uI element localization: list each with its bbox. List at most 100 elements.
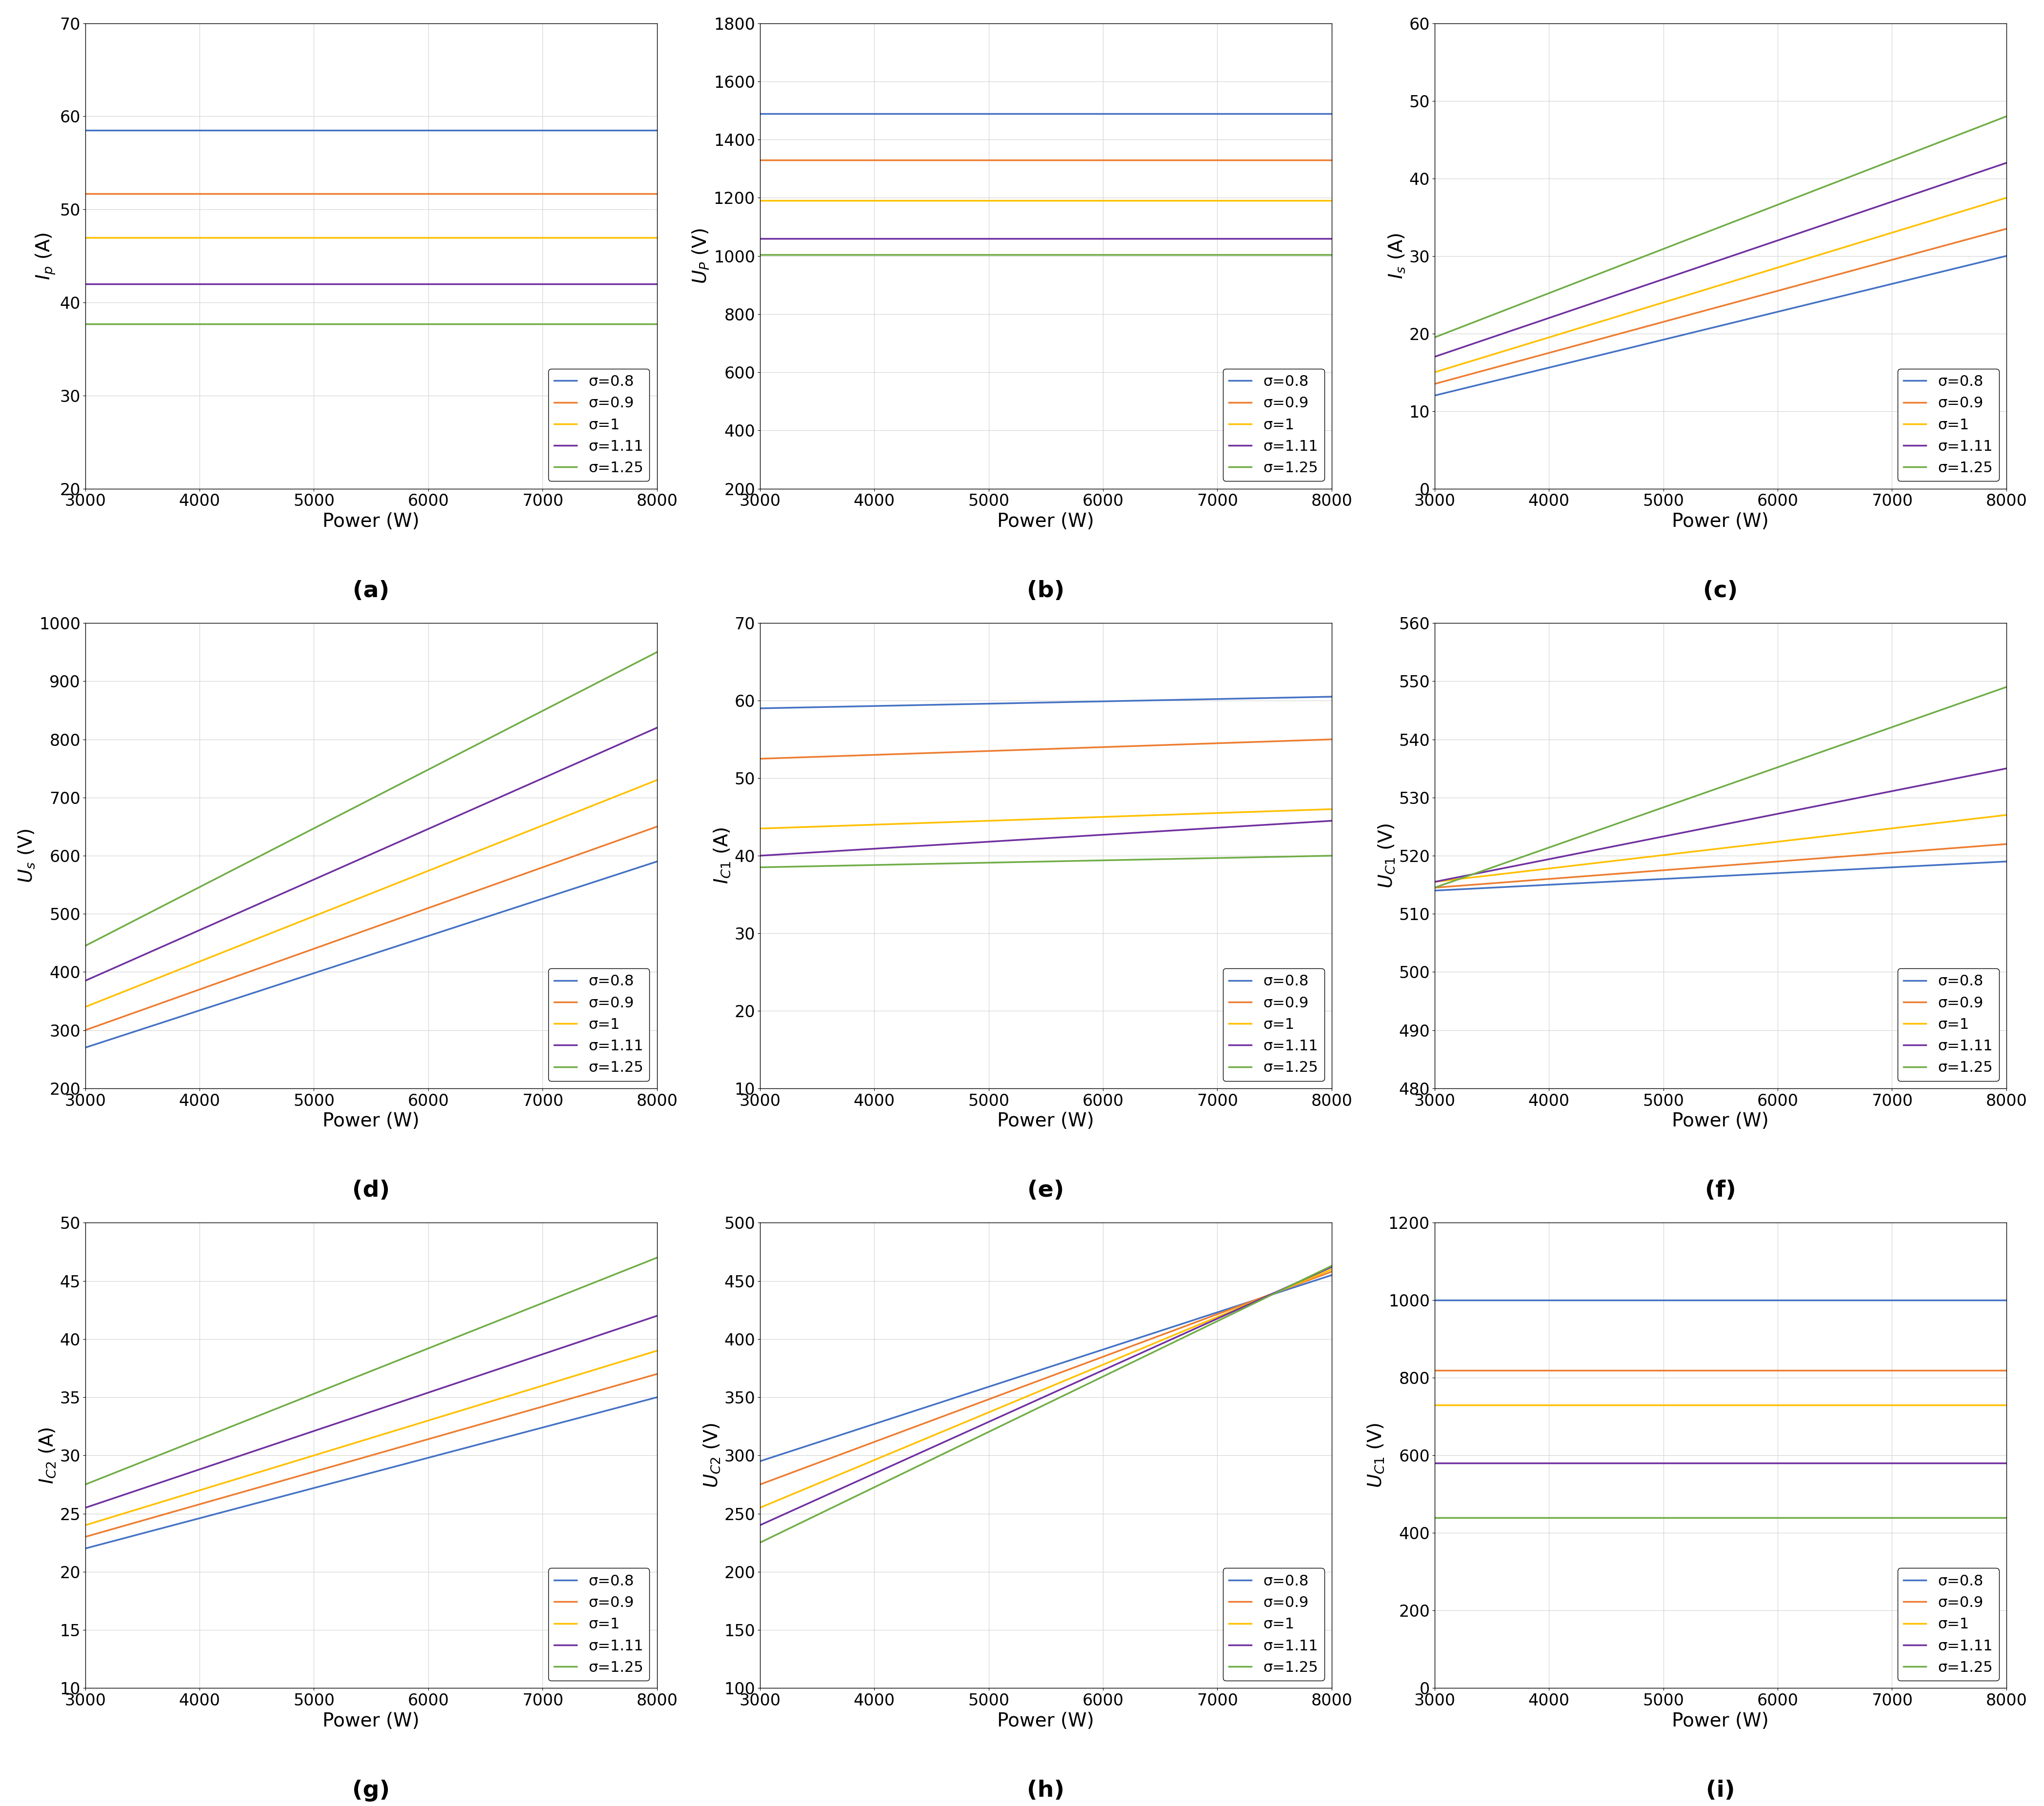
σ=0.8	[1764, 863, 1788, 885]
σ=1	[748, 190, 773, 211]
σ=0.8	[1320, 1264, 1345, 1286]
σ=1.25	[1964, 686, 1989, 708]
σ=1.25	[1948, 692, 1972, 713]
σ=1.11	[1087, 1360, 1112, 1382]
σ=0.8	[856, 1414, 881, 1436]
σ=1.25	[1764, 195, 1788, 217]
σ=0.8	[1290, 686, 1314, 708]
σ=0.9	[1948, 836, 1972, 858]
Line: σ=0.8: σ=0.8	[760, 697, 1333, 708]
σ=0.9	[1948, 231, 1972, 253]
X-axis label: Power (W): Power (W)	[323, 513, 419, 531]
σ=1.11	[1273, 1277, 1298, 1299]
σ=0.9	[856, 150, 881, 172]
σ=0.8	[1995, 246, 2019, 267]
σ=1.25	[1423, 1506, 1447, 1528]
σ=1.25	[182, 312, 206, 334]
σ=0.8	[1964, 1289, 1989, 1311]
σ=1	[368, 1425, 392, 1447]
σ=1.11	[182, 921, 206, 943]
σ=0.9	[413, 182, 437, 204]
σ=0.8	[615, 1394, 640, 1416]
Y-axis label: $I_s$ (A): $I_s$ (A)	[1388, 233, 1406, 280]
σ=0.8	[856, 103, 881, 125]
σ=0.9	[1042, 150, 1067, 172]
σ=1.11	[74, 273, 98, 294]
σ=1	[1320, 190, 1345, 211]
σ=1	[1273, 1277, 1298, 1299]
σ=1.25	[1320, 1255, 1345, 1277]
σ=1	[599, 787, 623, 809]
σ=0.9	[1087, 737, 1112, 759]
Line: σ=0.9: σ=0.9	[86, 1374, 656, 1537]
σ=0.8	[644, 119, 668, 141]
σ=0.9	[1042, 739, 1067, 760]
Line: σ=1.11: σ=1.11	[86, 728, 656, 981]
σ=1.25	[599, 665, 623, 686]
Legend: σ=0.8, σ=0.9, σ=1, σ=1.11, σ=1.25: σ=0.8, σ=0.9, σ=1, σ=1.11, σ=1.25	[1897, 968, 1999, 1082]
Line: σ=0.9: σ=0.9	[760, 739, 1333, 759]
σ=0.9	[1423, 374, 1447, 396]
X-axis label: Power (W): Power (W)	[1672, 1112, 1768, 1131]
σ=0.9	[1423, 1360, 1447, 1382]
σ=1.25	[881, 1468, 905, 1490]
σ=1.25	[1964, 117, 1989, 139]
σ=1.11	[856, 838, 881, 860]
σ=0.8	[748, 697, 773, 719]
Text: (d): (d)	[352, 1179, 390, 1201]
σ=1	[881, 190, 905, 211]
Line: σ=1.11: σ=1.11	[86, 1317, 656, 1508]
σ=0.8	[1995, 851, 2019, 872]
σ=0.9	[1964, 1360, 1989, 1382]
σ=1	[1964, 195, 1989, 217]
σ=0.8	[748, 1450, 773, 1472]
σ=0.9	[182, 182, 206, 204]
Line: σ=0.9: σ=0.9	[1435, 229, 2007, 385]
σ=0.9	[1533, 869, 1558, 890]
σ=0.9	[748, 1474, 773, 1495]
σ=1.11	[1764, 804, 1788, 825]
σ=1.11	[644, 273, 668, 294]
σ=0.9	[1290, 1271, 1314, 1293]
σ=1.25	[1087, 849, 1112, 870]
σ=1.11	[1964, 764, 1989, 786]
σ=0.9	[368, 182, 392, 204]
σ=0.8	[1995, 1289, 2019, 1311]
σ=1	[856, 815, 881, 836]
σ=0.8	[881, 103, 905, 125]
σ=1.11	[1042, 827, 1067, 849]
Line: σ=1.25: σ=1.25	[760, 856, 1333, 867]
σ=1.11	[1320, 809, 1345, 831]
σ=0.9	[615, 182, 640, 204]
σ=0.8	[74, 1037, 98, 1058]
Text: (g): (g)	[352, 1779, 390, 1801]
σ=1	[1717, 1394, 1741, 1416]
σ=0.9	[1320, 728, 1345, 749]
σ=1	[1995, 188, 2019, 209]
σ=1.25	[1948, 1506, 1972, 1528]
Line: σ=1.25: σ=1.25	[1435, 686, 2007, 889]
σ=0.9	[748, 150, 773, 172]
σ=1	[1042, 1374, 1067, 1396]
Y-axis label: $U_s$ (V): $U_s$ (V)	[16, 829, 37, 883]
σ=0.9	[182, 981, 206, 1002]
σ=0.8	[1087, 103, 1112, 125]
Legend: σ=0.8, σ=0.9, σ=1, σ=1.11, σ=1.25: σ=0.8, σ=0.9, σ=1, σ=1.11, σ=1.25	[548, 1568, 650, 1681]
σ=0.8	[1042, 103, 1067, 125]
σ=0.8	[1320, 686, 1345, 708]
σ=1.25	[206, 312, 231, 334]
σ=0.9	[881, 150, 905, 172]
σ=1	[182, 1481, 206, 1503]
σ=1.25	[1042, 851, 1067, 872]
σ=0.9	[1087, 150, 1112, 172]
σ=0.9	[1290, 730, 1314, 751]
σ=1.25	[1273, 244, 1298, 265]
Line: σ=1.11: σ=1.11	[1435, 163, 2007, 358]
σ=1	[1948, 1394, 1972, 1416]
σ=0.9	[1555, 867, 1580, 889]
X-axis label: Power (W): Power (W)	[997, 513, 1094, 531]
σ=1.11	[1948, 768, 1972, 789]
σ=1.25	[748, 1531, 773, 1553]
σ=1	[182, 952, 206, 973]
σ=1.25	[856, 854, 881, 876]
